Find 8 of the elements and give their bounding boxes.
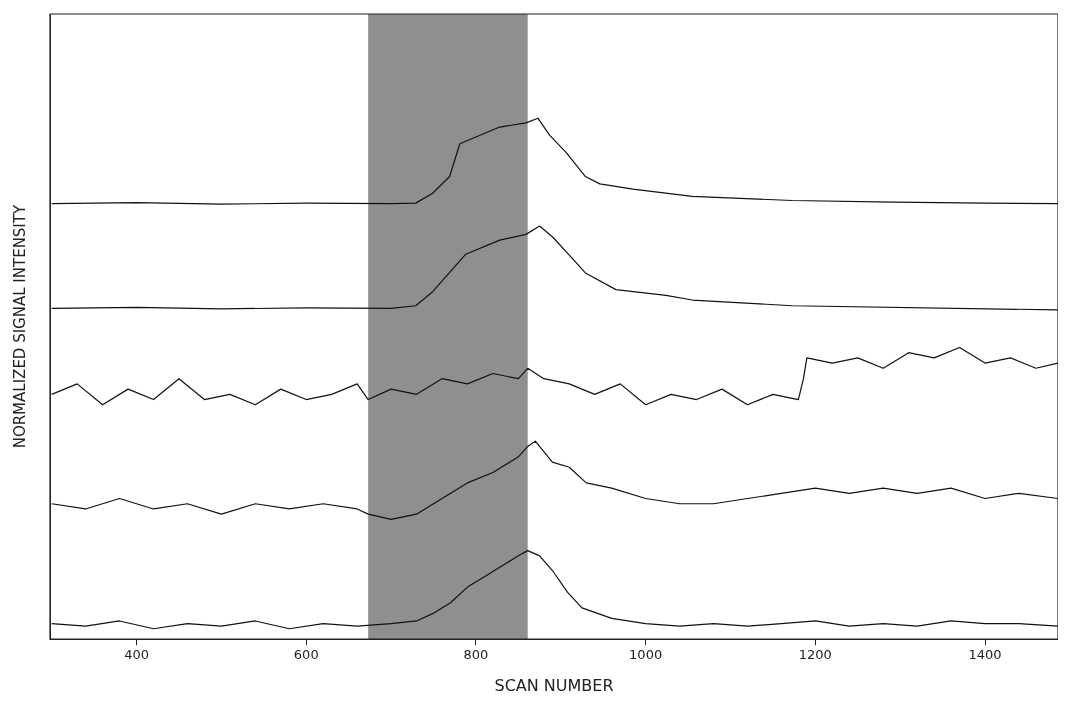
x-tick-label: 1000 bbox=[629, 647, 663, 663]
x-tick-label: 400 bbox=[124, 647, 149, 663]
x-tick-label: 600 bbox=[293, 647, 319, 663]
x-tick-label: 1200 bbox=[798, 647, 832, 663]
y-axis-title: NORMALIZED SIGNAL INTENSITY bbox=[10, 204, 29, 449]
x-tick-label: 800 bbox=[463, 647, 489, 663]
x-axis-title: SCAN NUMBER bbox=[494, 675, 614, 695]
x-tick-label: 1400 bbox=[968, 647, 1002, 663]
